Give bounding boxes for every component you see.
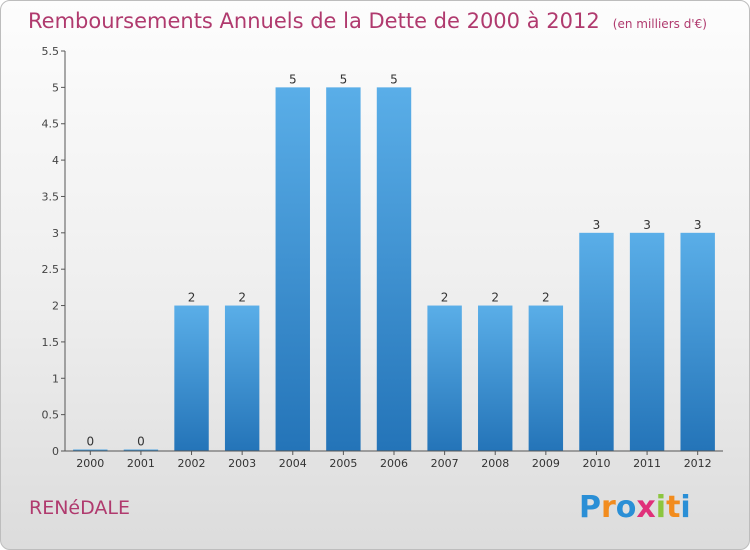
- chart-title-main: Remboursements Annuels de la Dette de 20…: [28, 9, 600, 33]
- bar-2010: [579, 232, 614, 451]
- y-tick-label: 3: [52, 227, 59, 240]
- bar-2011: [629, 232, 665, 451]
- logo-letter: i: [655, 490, 667, 525]
- x-tick-label: 2003: [228, 457, 256, 470]
- y-tick-label: 4: [52, 154, 59, 167]
- town-name: RENéDALE: [29, 497, 130, 519]
- data-label-2007: 2: [441, 291, 449, 305]
- y-tick-label: 1: [52, 372, 59, 385]
- y-tick-label: 2: [52, 300, 59, 313]
- y-tick-label: 3.5: [42, 190, 60, 203]
- y-tick-label: 5: [52, 81, 59, 94]
- x-tick-label: 2005: [329, 457, 357, 470]
- bar-2012: [680, 232, 715, 451]
- y-tick-label: 0.5: [42, 409, 60, 422]
- x-tick-label: 2009: [532, 457, 560, 470]
- bar-2001: [123, 449, 159, 451]
- y-tick-label: 2.5: [42, 263, 60, 276]
- data-label-2001: 0: [137, 435, 145, 449]
- x-tick-label: 2007: [431, 457, 459, 470]
- logo-letter: o: [615, 490, 637, 525]
- bar-2006: [376, 87, 412, 451]
- data-label-2000: 0: [86, 435, 94, 449]
- x-tick-label: 2006: [380, 457, 408, 470]
- x-tick-label: 2012: [684, 457, 712, 470]
- bar-2009: [528, 305, 564, 451]
- data-label-2010: 3: [593, 218, 601, 232]
- bar-2005: [326, 87, 361, 451]
- data-label-2004: 5: [289, 72, 297, 86]
- chart-unit-note: (en milliers d'€): [612, 17, 707, 31]
- data-label-2009: 2: [542, 291, 550, 305]
- bar-2004: [275, 87, 310, 451]
- data-label-2008: 2: [491, 291, 499, 305]
- x-tick-label: 2011: [633, 457, 661, 470]
- logo-letter: t: [666, 490, 681, 525]
- x-tick-label: 2000: [76, 457, 104, 470]
- y-tick-label: 4.5: [42, 118, 60, 131]
- data-label-2002: 2: [188, 291, 196, 305]
- data-label-2005: 5: [340, 72, 348, 86]
- chart-title: Remboursements Annuels de la Dette de 20…: [28, 9, 707, 33]
- bar-2003: [224, 305, 260, 451]
- logo-letter: P: [579, 490, 601, 525]
- bar-2008: [478, 305, 513, 451]
- logo-letter: x: [636, 490, 656, 525]
- data-label-2003: 2: [238, 291, 246, 305]
- logo-letter: r: [601, 490, 616, 525]
- x-tick-label: 2008: [481, 457, 509, 470]
- data-label-2012: 3: [694, 218, 702, 232]
- bar-2000: [73, 449, 108, 451]
- y-tick-label: 1.5: [42, 336, 60, 349]
- y-tick-label: 5.5: [42, 45, 60, 58]
- x-tick-label: 2004: [279, 457, 307, 470]
- bar-2007: [427, 305, 462, 451]
- data-label-2006: 5: [390, 72, 398, 86]
- x-tick-label: 2010: [582, 457, 610, 470]
- x-tick-label: 2001: [127, 457, 155, 470]
- x-tick-label: 2002: [178, 457, 206, 470]
- y-tick-label: 0: [52, 445, 59, 458]
- proxiti-logo: Proxiti: [579, 490, 691, 525]
- logo-letter: i: [680, 490, 691, 525]
- bar-2002: [174, 305, 209, 451]
- data-label-2011: 3: [643, 218, 651, 232]
